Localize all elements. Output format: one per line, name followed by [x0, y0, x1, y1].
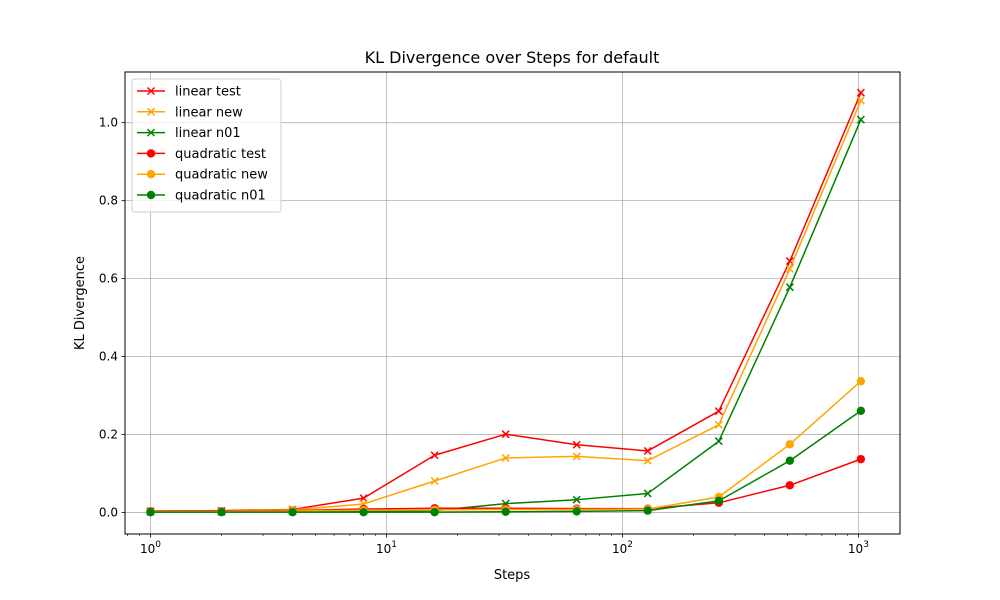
legend-entry: quadratic n01 — [137, 189, 266, 204]
data-point — [572, 452, 581, 461]
legend-entry: quadratic test — [137, 147, 266, 162]
legend-entry: linear test — [137, 85, 241, 100]
legend-marker — [146, 128, 156, 137]
data-point — [714, 420, 723, 429]
y-tick-label: 0.0 — [99, 506, 118, 520]
legend-box — [131, 78, 282, 213]
x-tick-label: 103 — [848, 540, 869, 556]
y-tick-label: 1.0 — [99, 116, 118, 130]
data-point — [856, 115, 865, 124]
y-tick-label: 0.4 — [99, 350, 118, 364]
legend-label: linear new — [175, 105, 243, 120]
legend-label: quadratic test — [175, 147, 266, 162]
data-point — [785, 481, 795, 490]
legend-marker — [146, 170, 156, 179]
data-point — [856, 96, 865, 105]
data-point — [856, 406, 866, 415]
data-point — [643, 506, 652, 515]
data-point — [785, 456, 795, 465]
ticks: 100 101 102 103 0.0 0.2 0.4 0.6 0.8 1.0 — [99, 116, 869, 556]
data-point — [785, 264, 794, 273]
data-point — [501, 430, 510, 439]
data-point — [146, 507, 155, 517]
plot-frame — [124, 71, 901, 535]
data-point — [572, 495, 581, 504]
data-point — [785, 283, 794, 292]
data-point — [501, 453, 510, 463]
legend-marker — [146, 149, 156, 158]
data-point — [643, 489, 652, 498]
legend-label: linear test — [175, 85, 241, 100]
x-tick-label: 101 — [376, 540, 397, 556]
legend-entry: linear new — [137, 105, 243, 120]
chart-title: KL Divergence over Steps for default — [365, 48, 660, 67]
y-tick-label: 0.8 — [99, 194, 118, 208]
legend-label: linear n01 — [175, 126, 241, 141]
data-point — [714, 437, 723, 446]
series-quadratic-n01 — [146, 406, 866, 517]
x-tick-label: 102 — [612, 540, 633, 556]
y-tick-label: 0.2 — [99, 428, 118, 442]
data-point — [572, 507, 581, 516]
data-point — [288, 507, 297, 517]
data-point — [359, 507, 368, 517]
data-point — [359, 494, 368, 503]
data-point — [714, 407, 723, 416]
legend-marker — [146, 86, 156, 96]
data-point — [217, 507, 226, 517]
legend: linear test linear new linear n01 quadratic… — [131, 78, 282, 213]
x-tick-label: 100 — [140, 540, 161, 556]
legend-entry: linear n01 — [137, 126, 241, 141]
legend-label: quadratic n01 — [175, 189, 266, 204]
data-point — [430, 476, 439, 486]
data-point — [856, 88, 865, 97]
y-axis-label: KL Divergence — [73, 256, 88, 350]
legend-marker — [146, 107, 156, 116]
data-point — [430, 507, 439, 517]
series-layer — [146, 88, 866, 517]
y-tick-label: 0.6 — [99, 272, 118, 286]
legend-marker — [146, 190, 156, 200]
legend-label: quadratic new — [175, 168, 268, 183]
data-point — [785, 440, 795, 449]
legend-entry: quadratic new — [137, 168, 268, 183]
data-point — [714, 496, 723, 506]
data-point — [501, 507, 510, 516]
data-point — [430, 451, 439, 460]
data-point — [572, 440, 581, 449]
data-point — [856, 376, 866, 386]
x-axis-label: Steps — [494, 568, 531, 583]
data-point — [643, 446, 652, 455]
data-point — [643, 456, 652, 465]
data-point — [856, 454, 866, 464]
